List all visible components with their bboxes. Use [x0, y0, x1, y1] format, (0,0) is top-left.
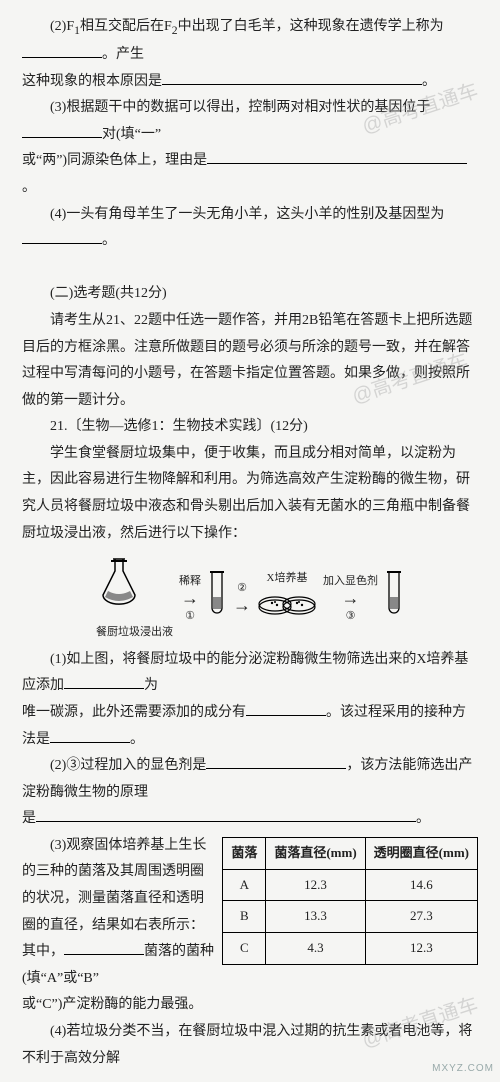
text: 。: [22, 180, 36, 195]
fill-blank[interactable]: [64, 940, 144, 955]
text: 。: [130, 732, 144, 747]
fill-blank[interactable]: [246, 701, 326, 716]
footer-watermark: MXYZ.COM: [432, 1059, 494, 1078]
q21-4: (4)若垃圾分类不当，在餐厨垃圾中混入过期的抗生素或者电池等，将不利于高效分解: [22, 1019, 478, 1072]
q21-1-line2: 唯一碳源，此外还需要添加的成分有。该过程采用的接种方法是。: [22, 700, 478, 753]
text: 相互交配后在F: [80, 19, 172, 34]
table-row: A 12.3 14.6: [223, 869, 478, 901]
flask-icon: 餐厨垃圾浸出液: [96, 555, 173, 642]
td: 12.3: [266, 869, 365, 901]
petri-group: X培养基: [257, 568, 317, 629]
text: (3)根据题干中的数据可以得出，控制两对相对性状的基因位于: [50, 100, 430, 115]
add-dye-label: 加入显色剂: [323, 575, 378, 588]
tube-icon: [384, 569, 404, 630]
q21-2-line1: (2)③过程加入的显色剂是，该方法能筛选出产淀粉酶微生物的原理: [22, 753, 478, 806]
text: 唯一碳源，此外还需要添加的成分有: [22, 705, 246, 720]
arrow-2: ② →: [233, 582, 251, 617]
step-1-label: ①: [185, 610, 195, 623]
fill-blank[interactable]: [64, 674, 144, 689]
fill-blank[interactable]: [162, 70, 422, 85]
fill-blank[interactable]: [22, 123, 102, 138]
colony-table: 菌落 菌落直径(mm) 透明圈直径(mm) A 12.3 14.6 B 13.3…: [222, 837, 478, 965]
section-2-title: (二)选考题(共12分): [22, 281, 478, 308]
fill-blank[interactable]: [22, 229, 102, 244]
td: 27.3: [365, 901, 477, 933]
arrow-icon: →: [233, 595, 251, 617]
question-2-line1: (2)F1相互交配后在F2中出现了白毛羊，这种现象在遗传学上称为。产生: [22, 14, 478, 69]
text: 其中，: [22, 944, 64, 959]
td: 12.3: [365, 932, 477, 964]
arrow-icon: →: [342, 588, 360, 610]
td: C: [223, 932, 266, 964]
th: 菌落直径(mm): [266, 837, 365, 869]
text: (4)一头有角母羊生了一头无角小羊，这头小羊的性别及基因型为: [50, 207, 444, 222]
flask-label: 餐厨垃圾浸出液: [96, 622, 173, 643]
fill-blank[interactable]: [206, 754, 346, 769]
q21-2-line2: 是。: [22, 806, 478, 833]
text: (2)F: [50, 19, 74, 34]
x-medium-label: X培养基: [257, 568, 317, 589]
q21-3-cont: 或“C”)产淀粉酶的能力最强。: [22, 992, 478, 1019]
text: 这种现象的根本原因是: [22, 74, 162, 89]
q21-title: 21.〔生物—选修1：生物技术实践〕(12分): [22, 414, 478, 441]
text: 中出现了白毛羊，这种现象在遗传学上称为: [178, 19, 444, 34]
text: 为: [144, 678, 158, 693]
section-2-instructions: 请考生从21、22题中任选一题作答，并用2B铅笔在答题卡上把所选题目后的方框涂黑…: [22, 308, 478, 414]
question-4: (4)一头有角母羊生了一头无角小羊，这头小羊的性别及基因型为。: [22, 202, 478, 255]
text: 。: [102, 233, 116, 248]
table-row: B 13.3 27.3: [223, 901, 478, 933]
dilute-label: 稀释: [179, 575, 201, 588]
td: 14.6: [365, 869, 477, 901]
process-diagram: 餐厨垃圾浸出液 稀释 → ① ② → X培养基: [22, 555, 478, 642]
q21-intro: 学生食堂餐厨垃圾集中，便于收集，而且成分相对简单，以淀粉为主，因此容易进行生物降…: [22, 441, 478, 547]
td: A: [223, 869, 266, 901]
step-2-label: ②: [237, 582, 247, 595]
table-row: C 4.3 12.3: [223, 932, 478, 964]
text: 。: [416, 811, 430, 826]
fill-blank[interactable]: [36, 807, 416, 822]
table-header-row: 菌落 菌落直径(mm) 透明圈直径(mm): [223, 837, 478, 869]
tube-icon: [207, 569, 227, 630]
fill-blank[interactable]: [207, 149, 467, 164]
text: 。产生: [102, 47, 144, 62]
td: 13.3: [266, 901, 365, 933]
fill-blank[interactable]: [50, 728, 130, 743]
text: 是: [22, 811, 36, 826]
text: 或“两”)同源染色体上，理由是: [22, 153, 207, 168]
q21-1-line1: (1)如上图，将餐厨垃圾中的能分泌淀粉酶微生物筛选出来的X培养基应添加为: [22, 647, 478, 700]
text: 对(填“一”: [102, 127, 161, 142]
fill-blank[interactable]: [22, 43, 102, 58]
step-3-label: ③: [346, 610, 356, 623]
th: 透明圈直径(mm): [365, 837, 477, 869]
text: (2)③过程加入的显色剂是: [50, 758, 206, 773]
td: 4.3: [266, 932, 365, 964]
arrow-3: 加入显色剂 → ③: [323, 575, 378, 623]
question-3-line1: (3)根据题干中的数据可以得出，控制两对相对性状的基因位于对(填“一”: [22, 95, 478, 148]
q21-3-block: 菌落 菌落直径(mm) 透明圈直径(mm) A 12.3 14.6 B 13.3…: [22, 833, 478, 993]
question-3-line2: 或“两”)同源染色体上，理由是。: [22, 148, 478, 201]
th: 菌落: [223, 837, 266, 869]
text: 。: [422, 74, 436, 89]
arrow-icon: →: [181, 588, 199, 610]
arrow-dilute: 稀释 → ①: [179, 575, 201, 623]
td: B: [223, 901, 266, 933]
question-2-line2: 这种现象的根本原因是 。: [22, 69, 478, 96]
